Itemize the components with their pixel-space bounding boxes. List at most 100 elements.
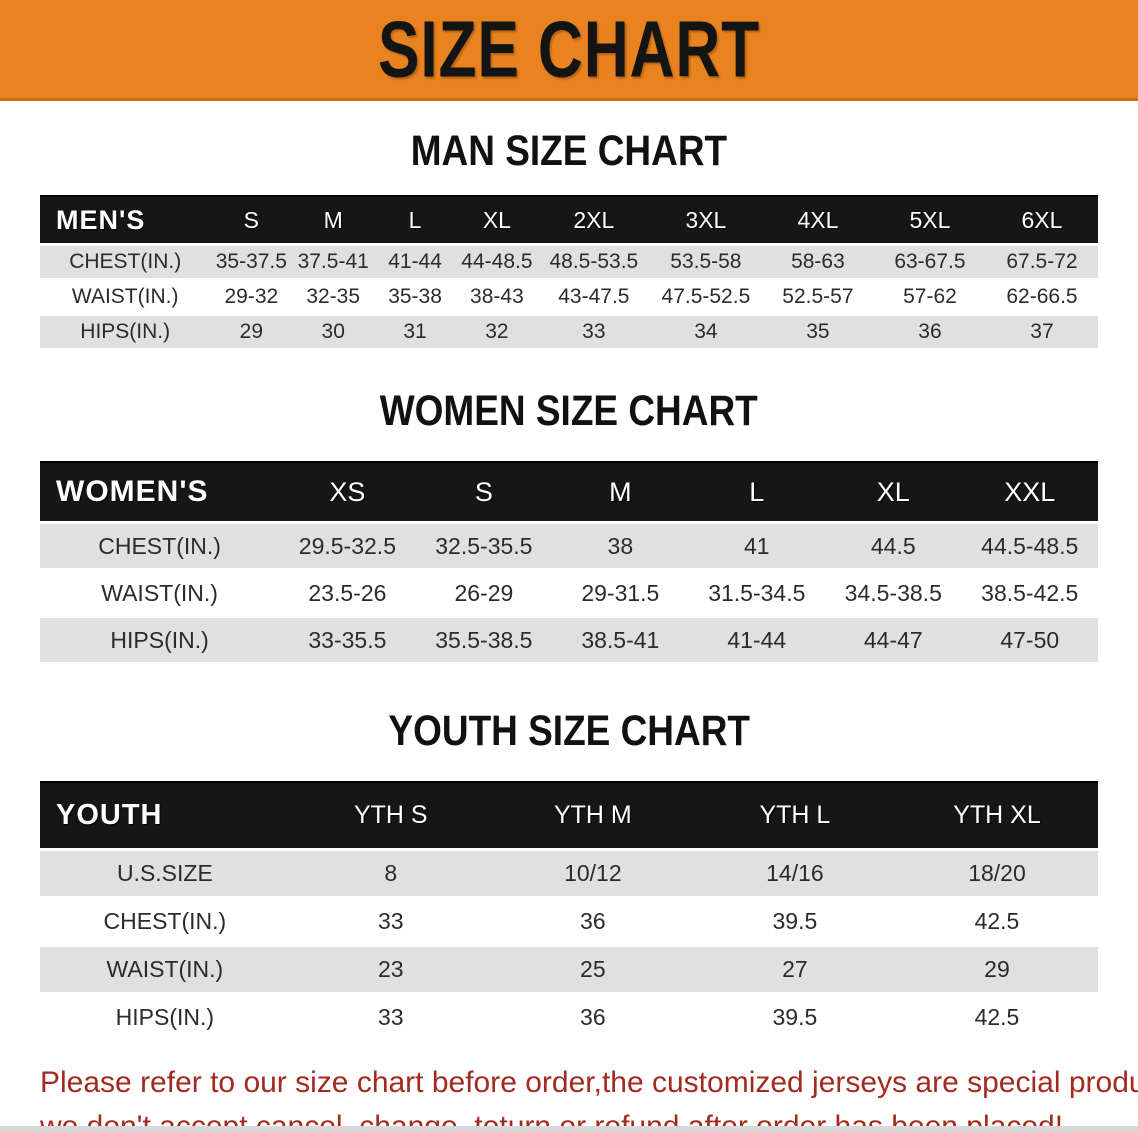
youth-section-heading: YOUTH SIZE CHART	[0, 707, 1138, 756]
women-size-table-grid: WOMEN'S XS S M L XL XXL CHEST(IN.) 29.5-32.5 32.5…	[40, 458, 1098, 665]
size-value-cell: 44.5-48.5	[961, 524, 1098, 568]
row-label: U.S.SIZE	[40, 851, 290, 896]
size-column-header: M	[292, 195, 375, 243]
size-value-cell: 41	[688, 524, 826, 568]
size-value-cell: 53.5-58	[649, 246, 762, 278]
size-value-cell: 34	[649, 316, 762, 348]
size-column-header: L	[688, 461, 826, 521]
size-value-cell: 67.5-72	[985, 246, 1098, 278]
bottom-edge-strip	[0, 1126, 1138, 1132]
youth-section-heading-text: YOUTH SIZE CHART	[388, 707, 750, 755]
table-corner-label: YOUTH	[40, 781, 290, 848]
size-value-cell: 29	[895, 947, 1098, 992]
size-value-cell: 8	[289, 851, 492, 896]
size-value-cell: 29	[210, 316, 293, 348]
size-column-header: 2XL	[537, 195, 650, 243]
size-column-header: YTH XL	[895, 781, 1098, 848]
size-value-cell: 44-47	[825, 618, 962, 662]
table-row: WAIST(IN.) 23 25 27 29	[40, 947, 1098, 992]
size-value-cell: 35-38	[374, 281, 456, 313]
size-column-header: YTH S	[289, 781, 492, 848]
men-size-table-grid: MEN'S S M L XL 2XL 3XL 4XL 5XL 6XL CHEST(IN.) 35-37…	[40, 192, 1098, 351]
size-value-cell: 62-66.5	[985, 281, 1098, 313]
size-column-header: L	[374, 195, 456, 243]
row-label: HIPS(IN.)	[40, 316, 211, 348]
size-value-cell: 35-37.5	[210, 246, 293, 278]
size-value-cell: 43-47.5	[537, 281, 650, 313]
table-row: WAIST(IN.) 29-32 32-35 35-38 38-43 43-47.5 47.…	[40, 281, 1098, 313]
table-row: HIPS(IN.) 33-35.5 35.5-38.5 38.5-41 41-44 44-…	[40, 618, 1098, 662]
row-label: HIPS(IN.)	[40, 618, 280, 662]
table-corner-label: WOMEN'S	[40, 461, 280, 521]
size-column-header: 5XL	[873, 195, 986, 243]
size-value-cell: 23	[289, 947, 492, 992]
size-value-cell: 30	[292, 316, 375, 348]
table-row: CHEST(IN.) 29.5-32.5 32.5-35.5 38 41 44.5 44.5…	[40, 524, 1098, 568]
size-value-cell: 44-48.5	[455, 246, 538, 278]
size-value-cell: 38.5-41	[552, 618, 689, 662]
size-value-cell: 31.5-34.5	[688, 571, 826, 615]
size-value-cell: 32	[455, 316, 538, 348]
size-column-header: S	[415, 461, 553, 521]
size-column-header: YTH M	[491, 781, 694, 848]
youth-size-table-grid: YOUTH YTH S YTH M YTH L YTH XL U.S.SIZE 8 10/12…	[40, 778, 1098, 1043]
size-value-cell: 35	[761, 316, 874, 348]
youth-size-table: YOUTH YTH S YTH M YTH L YTH XL U.S.SIZE 8 10/12…	[40, 778, 1098, 1043]
size-value-cell: 48.5-53.5	[537, 246, 650, 278]
table-row: CHEST(IN.) 33 36 39.5 42.5	[40, 899, 1098, 944]
table-header-row: YOUTH YTH S YTH M YTH L YTH XL	[40, 781, 1098, 848]
women-section-heading-text: WOMEN SIZE CHART	[379, 387, 758, 435]
men-size-table: MEN'S S M L XL 2XL 3XL 4XL 5XL 6XL CHEST(IN.) 35-37…	[40, 192, 1098, 351]
row-label: WAIST(IN.)	[40, 947, 290, 992]
size-value-cell: 14/16	[693, 851, 896, 896]
size-value-cell: 32.5-35.5	[415, 524, 553, 568]
footer-warning: Please refer to our size chart before or…	[40, 1061, 1138, 1132]
row-label: CHEST(IN.)	[40, 899, 290, 944]
size-value-cell: 39.5	[693, 899, 896, 944]
size-value-cell: 63-67.5	[873, 246, 986, 278]
size-column-header: XL	[455, 195, 538, 243]
row-label: WAIST(IN.)	[40, 571, 280, 615]
size-value-cell: 58-63	[761, 246, 874, 278]
size-value-cell: 38-43	[455, 281, 538, 313]
size-value-cell: 44.5	[825, 524, 962, 568]
size-column-header: 6XL	[985, 195, 1098, 243]
size-value-cell: 41-44	[688, 618, 826, 662]
size-column-header: XL	[825, 461, 962, 521]
size-value-cell: 29-32	[210, 281, 293, 313]
size-value-cell: 33	[289, 995, 492, 1040]
table-row: CHEST(IN.) 35-37.5 37.5-41 41-44 44-48.5 48.5…	[40, 246, 1098, 278]
size-value-cell: 18/20	[895, 851, 1098, 896]
size-column-header: 4XL	[761, 195, 874, 243]
size-value-cell: 32-35	[292, 281, 375, 313]
size-value-cell: 23.5-26	[279, 571, 416, 615]
men-section-heading-text: MAN SIZE CHART	[410, 127, 728, 175]
size-column-header: M	[552, 461, 689, 521]
table-row: HIPS(IN.) 29 30 31 32 33 34 35 36 37	[40, 316, 1098, 348]
table-row: WAIST(IN.) 23.5-26 26-29 29-31.5 31.5-34.5 34…	[40, 571, 1098, 615]
warning-line-1: Please refer to our size chart before or…	[40, 1066, 1138, 1099]
size-column-header: YTH L	[693, 781, 896, 848]
size-value-cell: 33	[289, 899, 492, 944]
size-value-cell: 10/12	[491, 851, 694, 896]
size-value-cell: 27	[693, 947, 896, 992]
size-column-header: XXL	[961, 461, 1098, 521]
size-value-cell: 37.5-41	[292, 246, 375, 278]
size-column-header: XS	[279, 461, 416, 521]
row-label: CHEST(IN.)	[40, 524, 280, 568]
banner: SIZE CHART	[0, 0, 1138, 101]
size-value-cell: 38.5-42.5	[961, 571, 1098, 615]
table-header-row: WOMEN'S XS S M L XL XXL	[40, 461, 1098, 521]
size-value-cell: 57-62	[873, 281, 986, 313]
size-column-header: 3XL	[649, 195, 762, 243]
size-value-cell: 29-31.5	[552, 571, 689, 615]
size-value-cell: 39.5	[693, 995, 896, 1040]
size-value-cell: 36	[491, 995, 694, 1040]
size-value-cell: 52.5-57	[761, 281, 874, 313]
size-value-cell: 41-44	[374, 246, 456, 278]
size-value-cell: 33	[537, 316, 650, 348]
men-section-heading: MAN SIZE CHART	[0, 127, 1138, 176]
size-value-cell: 26-29	[415, 571, 553, 615]
size-value-cell: 42.5	[895, 995, 1098, 1040]
